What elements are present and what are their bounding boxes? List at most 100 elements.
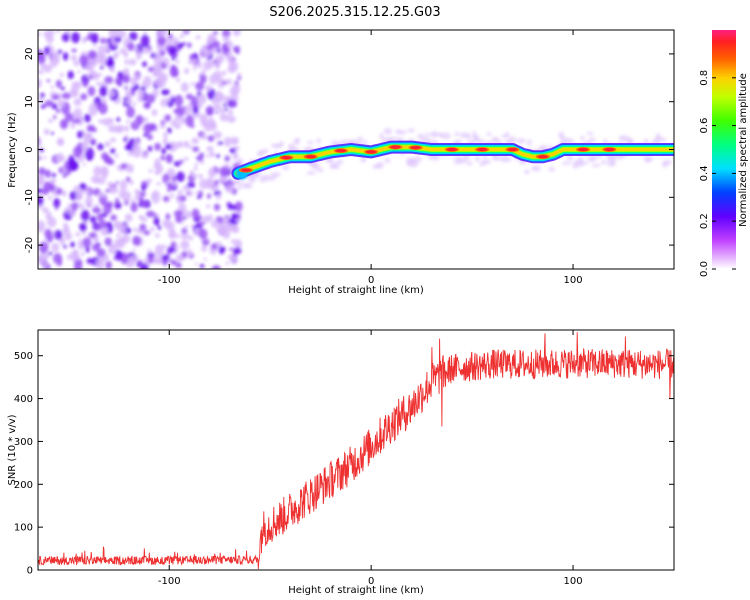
noise-speckle (68, 159, 78, 172)
noise-speckle (91, 32, 99, 44)
noise-speckle (159, 72, 168, 84)
noise-speckle (202, 215, 211, 224)
ridge-halo (472, 131, 477, 136)
noise-speckle (161, 254, 170, 261)
noise-speckle (140, 263, 149, 269)
noise-speckle (213, 31, 218, 35)
noise-speckle (114, 153, 119, 158)
noise-speckle (148, 255, 154, 264)
noise-speckle (156, 35, 166, 46)
noise-speckle (114, 249, 123, 261)
noise-speckle (173, 109, 177, 114)
noise-speckle (222, 30, 231, 38)
ridge-halo (236, 179, 244, 184)
noise-speckle (141, 184, 146, 192)
noise-speckle (219, 113, 229, 122)
noise-speckle (221, 70, 227, 76)
noise-speckle (226, 51, 233, 60)
noise-speckle (79, 224, 83, 228)
noise-speckle (199, 179, 209, 190)
noise-speckle (90, 141, 95, 145)
ridge-halo (610, 161, 616, 166)
noise-speckle (236, 75, 242, 80)
noise-speckle (128, 58, 137, 66)
noise-speckle (91, 72, 100, 80)
noise-speckle (53, 197, 61, 208)
noise-speckle (216, 197, 220, 200)
y-tick-label: 400 (14, 394, 33, 405)
noise-speckle (231, 213, 239, 220)
noise-speckle (125, 163, 134, 173)
ridge-halo (329, 164, 337, 170)
noise-speckle (88, 103, 98, 117)
noise-speckle (39, 63, 48, 70)
noise-speckle (61, 33, 70, 42)
noise-speckle (67, 70, 74, 80)
noise-speckle (132, 143, 142, 158)
noise-speckle (125, 176, 131, 183)
noise-speckle (142, 61, 147, 67)
x-tick-label: 0 (368, 275, 374, 286)
noise-speckle (124, 125, 130, 132)
noise-speckle (162, 137, 168, 145)
ridge-halo (508, 136, 517, 144)
noise-speckle (38, 153, 41, 156)
ridge-halo (309, 162, 315, 168)
noise-speckle (84, 147, 95, 161)
noise-speckle (38, 187, 43, 194)
noise-speckle (143, 230, 151, 236)
y-tick-label: 20 (24, 48, 35, 61)
noise-speckle (99, 256, 107, 262)
ridge-halo (531, 165, 541, 172)
noise-speckle (167, 246, 176, 253)
noise-speckle (233, 239, 243, 250)
noise-speckle (122, 74, 130, 84)
noise-speckle (119, 224, 127, 235)
noise-speckle (213, 131, 222, 139)
ridge-halo (363, 139, 368, 145)
noise-speckle (151, 190, 161, 204)
noise-speckle (109, 90, 115, 97)
noise-speckle (198, 152, 205, 159)
noise-speckle (167, 127, 172, 134)
noise-speckle (192, 146, 200, 152)
noise-speckle (48, 195, 52, 201)
noise-speckle (71, 31, 81, 44)
noise-speckle (191, 137, 200, 144)
noise-speckle (82, 237, 92, 249)
noise-speckle (206, 154, 210, 158)
noise-speckle (183, 140, 190, 148)
noise-speckle (132, 227, 138, 232)
noise-speckle (180, 82, 189, 93)
noise-speckle (124, 59, 129, 65)
ridge-halo (454, 131, 460, 136)
x-tick-label: 100 (564, 275, 583, 286)
noise-speckle (225, 261, 229, 265)
noise-speckle (220, 108, 225, 113)
noise-speckle (145, 153, 149, 157)
noise-speckle (85, 133, 93, 139)
noise-speckle (227, 65, 237, 74)
noise-speckle (120, 30, 127, 38)
noise-speckle (161, 147, 166, 155)
noise-speckle (146, 93, 156, 104)
noise-speckle (79, 183, 86, 190)
noise-speckle (184, 225, 188, 230)
noise-speckle (147, 249, 152, 254)
noise-speckle (215, 62, 221, 69)
noise-speckle (105, 260, 112, 269)
noise-speckle (89, 216, 97, 224)
noise-speckle (147, 145, 153, 152)
noise-speckle (82, 163, 87, 166)
noise-speckle (194, 262, 198, 266)
noise-speckle (88, 232, 97, 239)
x-tick-label: 0 (368, 576, 374, 587)
ridge-hotspot (604, 147, 615, 152)
noise-speckle (132, 248, 136, 252)
noise-speckle (105, 50, 110, 53)
noise-speckle (211, 243, 218, 250)
ridge-halo (441, 132, 451, 140)
noise-speckle (38, 137, 42, 146)
noise-speckle (113, 221, 121, 228)
noise-speckle (48, 118, 54, 123)
